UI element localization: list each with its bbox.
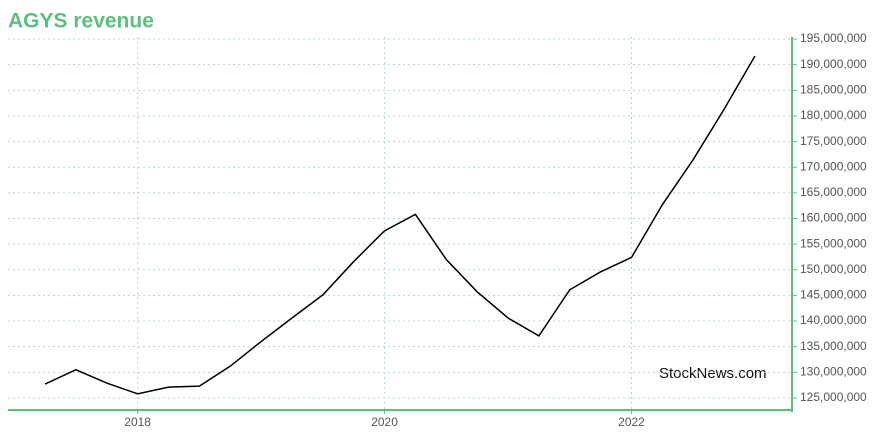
y-tick-label: 190,000,000	[800, 57, 867, 71]
y-tick-label: 125,000,000	[800, 390, 867, 404]
y-tick-label: 165,000,000	[800, 185, 867, 199]
y-tick-label: 195,000,000	[800, 31, 867, 45]
y-tick-label: 160,000,000	[800, 211, 867, 225]
y-tick-label: 145,000,000	[800, 288, 867, 302]
y-tick-label: 150,000,000	[800, 262, 867, 276]
chart-title: AGYS revenue	[8, 10, 154, 33]
y-tick-label: 175,000,000	[800, 134, 867, 148]
line-series	[44, 55, 756, 395]
y-tick-label: 155,000,000	[800, 236, 867, 250]
x-tick-label: 2022	[618, 415, 645, 429]
y-tick-label: 140,000,000	[800, 313, 867, 327]
watermark: StockNews.com	[659, 365, 767, 382]
y-tick-label: 170,000,000	[800, 159, 867, 173]
y-tick-label: 185,000,000	[800, 82, 867, 96]
y-tick-label: 135,000,000	[800, 339, 867, 353]
x-tick-label: 2018	[124, 415, 151, 429]
y-tick-label: 180,000,000	[800, 108, 867, 122]
y-tick-label: 130,000,000	[800, 364, 867, 378]
x-tick-label: 2020	[371, 415, 398, 429]
